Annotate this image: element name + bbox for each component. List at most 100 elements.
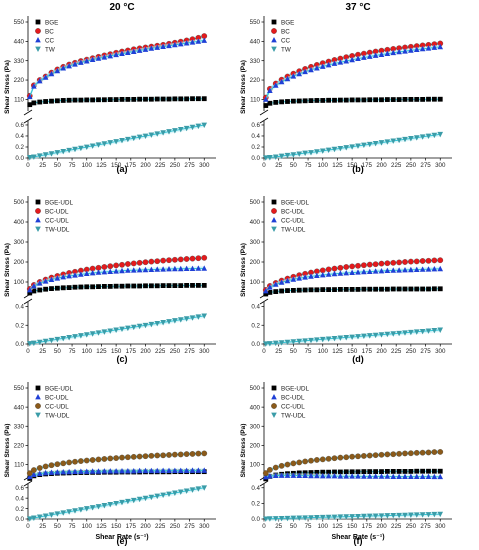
data-point: [107, 268, 114, 274]
x-tick-label: 125: [332, 162, 343, 169]
data-point: [431, 286, 437, 292]
data-point: [396, 259, 402, 266]
x-tick-label: 75: [305, 348, 312, 355]
data-point: [49, 286, 54, 291]
data-point: [308, 66, 314, 73]
x-tick-label: 200: [376, 162, 387, 169]
data-point: [390, 97, 396, 102]
data-point: [372, 52, 379, 58]
data-point: [172, 490, 178, 496]
data-point: [154, 131, 161, 137]
data-point: [90, 284, 96, 290]
data-point: [349, 56, 355, 63]
series-bc-udl: [26, 467, 208, 480]
x-tick-label: 25: [39, 162, 46, 169]
data-point: [201, 96, 207, 102]
legend-label: BC-UDL: [281, 394, 305, 401]
y-tick-label: 0.4: [251, 485, 260, 492]
data-point: [31, 467, 37, 473]
legend-entry: BC-UDL: [271, 208, 305, 215]
data-point: [290, 288, 296, 293]
y-tick-label: 0.6: [251, 122, 260, 129]
panel-label: (e): [117, 536, 128, 546]
data-point: [373, 286, 379, 292]
data-point: [425, 45, 432, 51]
data-point: [325, 473, 332, 479]
data-point: [284, 277, 291, 284]
data-point: [325, 455, 332, 462]
data-point: [308, 470, 314, 475]
data-point: [101, 329, 108, 335]
y-axis-label: Shear Stress (Pa): [240, 60, 247, 114]
data-point: [319, 272, 326, 278]
y-tick-label: 220: [14, 443, 25, 450]
data-point: [195, 123, 202, 130]
data-point: [378, 260, 385, 267]
y-tick-label: 0.0: [251, 516, 260, 523]
legend-entry: BC-UDL: [35, 208, 69, 215]
legend-label: CC-UDL: [45, 403, 69, 410]
data-point: [54, 67, 61, 74]
x-tick-label: 275: [420, 162, 431, 169]
data-point: [31, 340, 37, 347]
data-point: [355, 97, 361, 103]
data-point: [60, 285, 66, 291]
data-point: [343, 97, 349, 103]
data-point: [183, 40, 190, 46]
legend-marker: [35, 226, 41, 232]
data-point: [272, 472, 279, 479]
data-point: [95, 468, 102, 474]
data-point: [31, 515, 37, 521]
data-point: [396, 469, 402, 474]
data-point: [136, 259, 143, 266]
data-point: [420, 96, 426, 102]
x-tick-label: 225: [155, 523, 166, 530]
data-point: [267, 467, 273, 473]
data-point: [319, 456, 326, 463]
data-point: [308, 472, 314, 479]
data-point: [414, 96, 420, 102]
data-point: [332, 469, 337, 475]
legend-marker: [271, 226, 277, 232]
data-point: [272, 154, 279, 160]
data-point: [302, 150, 308, 157]
x-tick-label: 0: [262, 348, 266, 355]
data-point: [107, 468, 114, 474]
data-point: [160, 320, 166, 326]
legend-marker: [271, 394, 277, 400]
data-point: [178, 96, 184, 102]
data-point: [101, 141, 108, 147]
data-point: [279, 288, 285, 294]
y-tick-label: 330: [14, 423, 25, 430]
data-point: [66, 459, 72, 466]
data-point: [190, 96, 195, 102]
data-point: [125, 96, 131, 102]
panel-label: (a): [117, 164, 128, 174]
data-point: [366, 261, 373, 268]
data-point: [349, 263, 355, 270]
legend-label: BGE: [281, 19, 294, 26]
data-point: [184, 96, 190, 102]
data-point: [101, 503, 108, 509]
y-tick-label: 0.0: [15, 341, 24, 348]
data-point: [48, 337, 55, 344]
data-point: [195, 265, 202, 271]
data-point: [172, 451, 178, 458]
data-point: [326, 97, 332, 103]
data-point: [27, 290, 33, 296]
data-point: [36, 514, 43, 520]
data-point: [60, 274, 67, 280]
x-tick-label: 150: [111, 523, 122, 530]
data-point: [337, 264, 344, 271]
data-point: [425, 257, 432, 264]
data-point: [290, 515, 297, 522]
data-point: [130, 135, 137, 142]
data-point: [425, 328, 432, 334]
y-tick-label: 0.6: [15, 485, 24, 492]
data-point: [137, 283, 143, 289]
data-point: [101, 456, 108, 462]
data-point: [343, 58, 350, 64]
data-point: [154, 493, 161, 500]
y-tick-label: 0.4: [15, 495, 24, 502]
legend-entry: TW: [35, 46, 55, 53]
